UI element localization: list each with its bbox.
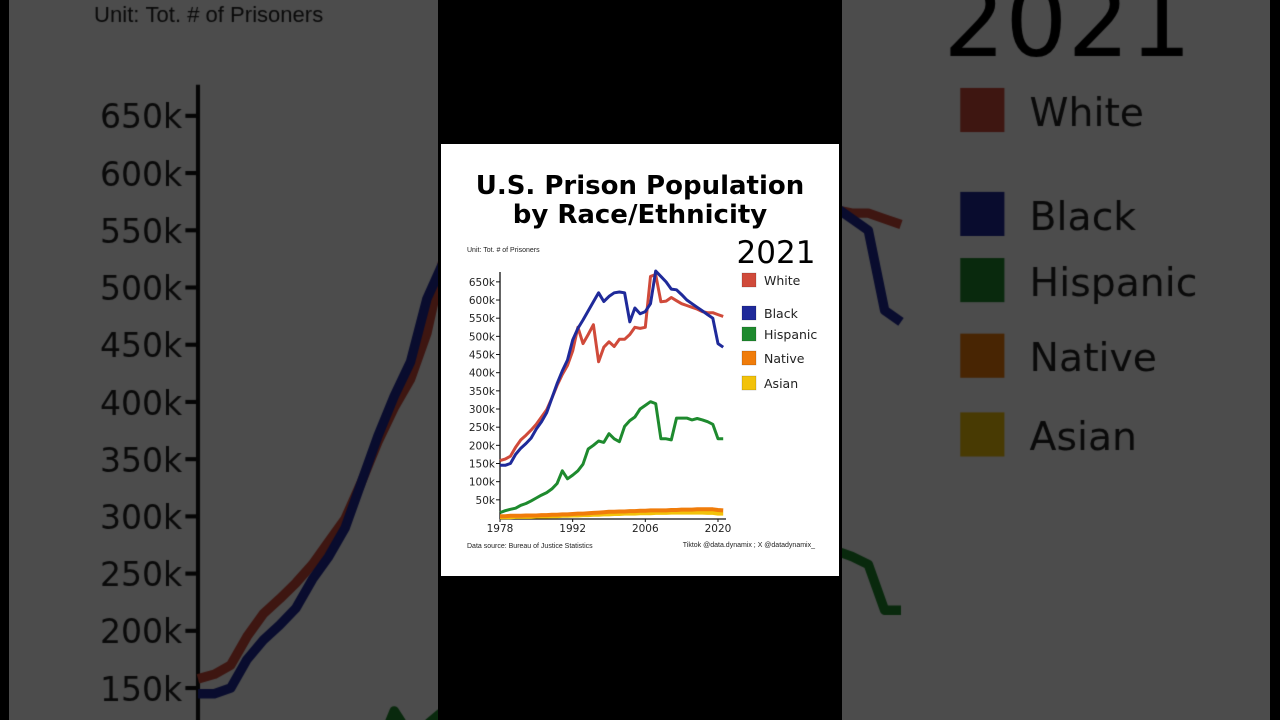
chart-title-line-1: U.S. Prison Population [476, 171, 805, 201]
card-background [441, 144, 839, 576]
chart-title-line-2: by Race/Ethnicity [513, 200, 768, 230]
series-line-white [499, 273, 724, 463]
legend-label-white: White [764, 273, 801, 288]
blurred-background-right [842, 0, 1270, 720]
legend-label-black: Black [764, 306, 799, 321]
y-tick-label: 400k [469, 368, 496, 380]
series-line-native [500, 507, 724, 519]
unit-label: Unit: Tot. # of Prisoners [467, 247, 540, 254]
current-year-label: 2021 [737, 235, 816, 271]
series-line-black [500, 269, 725, 467]
y-tick-label: 450k [469, 350, 496, 362]
y-tick-label: 600k [469, 295, 496, 307]
series-line-asian [500, 510, 724, 520]
x-tick-label: 1978 [487, 523, 514, 535]
x-tick-label: 1992 [559, 523, 586, 535]
y-tick-label: 50k [476, 495, 496, 507]
y-tick-label: 250k [469, 422, 496, 434]
y-tick-label: 150k [469, 459, 496, 471]
series-lines [499, 269, 725, 520]
blurred-background-left [9, 0, 438, 720]
series-line-hispanic [499, 400, 724, 515]
y-tick-label: 300k [469, 404, 496, 416]
data-source: Data source: Bureau of Justice Statistic… [467, 543, 593, 550]
legend-swatch-white [741, 272, 757, 288]
legend-swatch-black [741, 305, 757, 321]
y-tick-label: 550k [469, 313, 496, 325]
legend-swatch-hispanic [741, 326, 757, 342]
legend-label-asian: Asian [764, 376, 798, 391]
legend-swatch-asian [741, 375, 757, 391]
legend-swatch-native [741, 350, 757, 366]
legend: White Black Hispanic Native Asian [741, 272, 817, 391]
x-tick-label: 2006 [632, 523, 659, 535]
x-ticks: 1978 1992 2006 2020 [487, 519, 732, 535]
y-ticks: 650k 600k 550k 500k 450k 400k 350k 300k 250k 200k… [469, 277, 500, 507]
legend-label-hispanic: Hispanic [764, 327, 817, 342]
legend-label-native: Native [764, 351, 805, 366]
y-tick-label: 350k [469, 386, 496, 398]
y-tick-label: 650k [469, 277, 496, 289]
y-tick-label: 100k [469, 477, 496, 489]
x-tick-label: 2020 [705, 523, 732, 535]
chart-card: U.S. Prison Population by Race/Ethnicity… [441, 144, 839, 576]
y-tick-label: 200k [469, 440, 496, 452]
credit-text: Tiktok @data.dynamix ; X @datadynamix_ [683, 542, 815, 549]
y-tick-label: 500k [469, 331, 496, 343]
